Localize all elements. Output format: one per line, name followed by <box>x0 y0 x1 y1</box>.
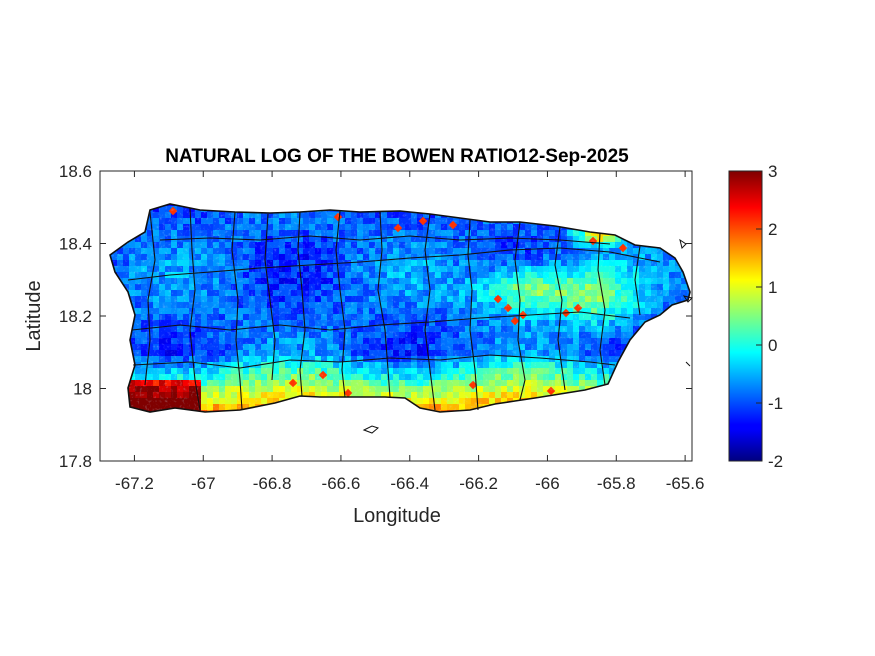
x-tick-label: -65.6 <box>666 474 705 493</box>
y-tick-label: 18.2 <box>59 307 92 326</box>
heatmap-cell <box>693 320 700 327</box>
y-tick-label: 18.6 <box>59 162 92 181</box>
x-tick-label: -67.2 <box>115 474 154 493</box>
heatmap-cell <box>693 350 700 357</box>
heatmap-cell <box>693 272 700 279</box>
heatmap-cell <box>693 236 700 243</box>
heatmap-cell <box>693 374 700 381</box>
heatmap-cell <box>693 206 700 213</box>
municipality-boundaries <box>109 203 691 413</box>
heatmap-cell <box>693 410 700 417</box>
x-axis: -67.2 -67 -66.8 -66.6 -66.4 -66.2 -66 -65.8 -65.… <box>115 171 704 493</box>
y-tick-label: 17.8 <box>59 452 92 471</box>
heatmap-cell <box>693 380 700 387</box>
small-islands <box>362 238 693 434</box>
colorbar: -2 -1 0 1 2 3 <box>728 162 783 471</box>
heatmap-cell <box>693 338 700 345</box>
heatmap-cell <box>693 398 700 405</box>
y-tick-label: 18.4 <box>59 235 92 254</box>
colorbar-tick-label: 1 <box>768 278 777 297</box>
colorbar-tick-label: 0 <box>768 336 777 355</box>
x-tick-label: -66 <box>535 474 560 493</box>
heatmap-cell <box>693 368 700 375</box>
heatmap-cell <box>693 260 700 267</box>
heatmap-cell <box>693 296 700 303</box>
colorbar-ticks: -2 -1 0 1 2 3 <box>756 162 783 471</box>
heatmap-cell <box>693 290 700 297</box>
x-axis-label: Longitude <box>353 505 441 527</box>
heatmap-cell <box>693 344 700 351</box>
heatmap-cell <box>693 284 700 291</box>
y-axis-label: Latitude <box>23 280 45 351</box>
heatmap-cell <box>693 386 700 393</box>
x-tick-label: -65.8 <box>597 474 636 493</box>
x-tick-label: -66.4 <box>390 474 429 493</box>
heatmap-cell <box>693 278 700 285</box>
y-axis: 17.8 18 18.2 18.4 18.6 <box>59 162 692 471</box>
x-tick-label: -66.2 <box>459 474 498 493</box>
heatmap-cell <box>693 218 700 225</box>
colorbar-tick-label: 3 <box>768 162 777 181</box>
heatmap-cell <box>693 332 700 339</box>
colorbar-gradient <box>728 170 763 462</box>
y-tick-label: 18 <box>73 380 92 399</box>
heatmap-cell <box>693 416 700 423</box>
x-tick-label: -66.8 <box>253 474 292 493</box>
heatmap-cell <box>693 392 700 399</box>
x-tick-label: -67 <box>191 474 216 493</box>
x-tick-label: -66.6 <box>322 474 361 493</box>
chart-title: NATURAL LOG OF THE BOWEN RATIO12-Sep-202… <box>165 146 629 167</box>
heatmap-cell <box>693 248 700 255</box>
heatmap-cell <box>693 266 700 273</box>
heatmap-cell <box>693 230 700 237</box>
heatmap-cell <box>693 404 700 411</box>
heatmap-cell <box>693 362 700 369</box>
heatmap-cell <box>693 302 700 309</box>
heatmap-cell <box>693 212 700 219</box>
colorbar-tick-label: -2 <box>768 452 783 471</box>
heatmap-cell <box>693 242 700 249</box>
heatmap-cell <box>693 308 700 315</box>
colorbar-tick-label: 2 <box>768 220 777 239</box>
heatmap-cell <box>693 200 700 207</box>
heatmap-cell <box>693 356 700 363</box>
heatmap-cell <box>693 224 700 231</box>
heatmap-cell <box>693 326 700 333</box>
heatmap-cell <box>693 254 700 261</box>
heatmap-cell <box>693 314 700 321</box>
colorbar-tick-label: -1 <box>768 394 783 413</box>
